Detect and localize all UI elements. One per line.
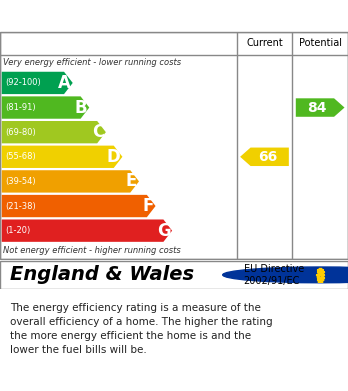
Text: C: C [92, 123, 104, 141]
Text: The energy efficiency rating is a measure of the
overall efficiency of a home. T: The energy efficiency rating is a measur… [10, 303, 273, 355]
Text: D: D [107, 148, 121, 166]
Text: F: F [142, 197, 154, 215]
Text: EU Directive
2002/91/EC: EU Directive 2002/91/EC [244, 264, 304, 286]
Text: (69-80): (69-80) [5, 128, 36, 137]
Text: G: G [157, 222, 171, 240]
Text: Not energy efficient - higher running costs: Not energy efficient - higher running co… [3, 246, 181, 255]
Text: Potential: Potential [299, 38, 342, 48]
Polygon shape [2, 96, 89, 119]
Text: (81-91): (81-91) [5, 103, 36, 112]
Text: Very energy efficient - lower running costs: Very energy efficient - lower running co… [3, 58, 182, 67]
Text: A: A [58, 74, 71, 92]
Text: (39-54): (39-54) [5, 177, 36, 186]
Text: England & Wales: England & Wales [10, 265, 195, 284]
Polygon shape [240, 147, 289, 166]
Text: (92-100): (92-100) [5, 79, 41, 88]
Text: E: E [126, 172, 137, 190]
Polygon shape [2, 72, 73, 94]
Polygon shape [2, 219, 172, 242]
Polygon shape [2, 121, 106, 143]
Polygon shape [2, 195, 156, 217]
Text: Energy Efficiency Rating: Energy Efficiency Rating [10, 5, 258, 23]
Text: (1-20): (1-20) [5, 226, 31, 235]
Text: (21-38): (21-38) [5, 201, 36, 210]
Polygon shape [2, 145, 122, 168]
Polygon shape [296, 98, 345, 117]
Circle shape [223, 267, 348, 283]
Text: (55-68): (55-68) [5, 152, 36, 161]
Text: 84: 84 [307, 100, 326, 115]
Text: B: B [75, 99, 88, 117]
Text: Current: Current [246, 38, 283, 48]
Text: 66: 66 [258, 150, 278, 164]
Polygon shape [2, 170, 139, 193]
